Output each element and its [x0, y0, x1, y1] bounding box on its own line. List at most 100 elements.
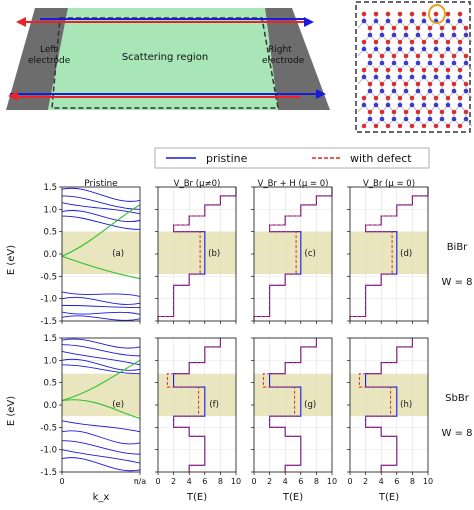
xlabel-T-d: T(E): [378, 492, 399, 503]
band-line: [61, 457, 141, 472]
col-title-vbr-mu-nonzero: V_Br (μ≠0): [174, 179, 221, 189]
xlabel-T-c: T(E): [282, 492, 303, 503]
lattice-atom: [445, 11, 451, 17]
transmission-defect: [349, 187, 429, 321]
lattice-atom: [445, 102, 451, 108]
lattice-atom: [403, 53, 409, 59]
legend-box: [154, 147, 430, 169]
lattice-atom: [373, 67, 379, 73]
lattice-atom: [379, 25, 385, 31]
lattice-atom: [433, 74, 439, 80]
panel-letter: (f): [209, 400, 219, 410]
lattice-atom: [373, 11, 379, 17]
lattice-atom: [451, 88, 457, 94]
x-tick-label: 2: [363, 477, 368, 486]
panel-g: (g) 0 2 4 6 8 10: [251, 337, 337, 486]
legend-pristine-label: pristine: [206, 152, 248, 165]
lattice-atom: [415, 88, 421, 94]
lattice-atom: [463, 25, 469, 31]
lattice-atom: [373, 95, 379, 101]
lattice-atom: [385, 39, 391, 45]
y-tick-label: 0.0: [43, 250, 57, 260]
panel-letter: (h): [400, 400, 412, 410]
row-label-sbbr: SbBr: [445, 393, 470, 404]
honeycomb-lattice: [357, 11, 473, 129]
lattice-atom: [451, 81, 457, 87]
lattice-atom: [439, 60, 445, 66]
x-tick-label: 2: [267, 477, 272, 486]
band-line: [61, 364, 141, 375]
lattice-inset: [355, 1, 473, 133]
x-tick-label: 2: [171, 477, 176, 486]
lattice-atom: [367, 60, 373, 66]
col-title-vbr-mu-zero: V_Br (μ = 0): [363, 179, 415, 189]
lattice-atom: [457, 39, 463, 45]
lattice-atom: [439, 88, 445, 94]
row-width-sbbr: W = 8: [442, 428, 473, 439]
lattice-atom: [367, 109, 373, 115]
lattice-atom: [439, 25, 445, 31]
lattice-atom: [403, 116, 409, 122]
lattice-atom: [457, 74, 463, 80]
panel-f: (f) 0 2 4 6 8 10: [155, 337, 241, 486]
row-label-bibr: BiBr: [447, 242, 468, 253]
y-tick-label: 1.5: [43, 334, 57, 344]
lattice-atom: [373, 39, 379, 45]
lattice-atom: [451, 116, 457, 122]
col-title-pristine: Pristine: [84, 179, 118, 189]
gap-shade: [62, 231, 140, 275]
lattice-atom: [373, 46, 379, 52]
band-line: [61, 187, 141, 202]
y-tick-label: 1.0: [43, 205, 57, 215]
y-tick-label: 0.5: [43, 228, 57, 238]
lattice-atom: [373, 123, 379, 129]
lattice-atom: [391, 25, 397, 31]
band-line: [61, 440, 141, 455]
lattice-atom: [385, 46, 391, 52]
lattice-atom: [361, 123, 367, 129]
lattice-atom: [445, 95, 451, 101]
band-line: [61, 215, 141, 230]
lattice-atom: [439, 53, 445, 59]
x-tick-label: 6: [394, 477, 399, 486]
lattice-atom: [409, 95, 415, 101]
band-line: [61, 358, 141, 371]
lattice-atom: [445, 39, 451, 45]
legend: pristine with defect: [154, 147, 430, 169]
panel-h: (h) 0 2 4 6 8 10: [347, 337, 433, 486]
lattice-atom: [439, 32, 445, 38]
x-tick-label: 4: [379, 477, 384, 486]
lattice-atom: [403, 60, 409, 66]
y-tick-label: -0.5: [40, 272, 57, 282]
transmission-defect: [157, 187, 237, 321]
lattice-atom: [379, 60, 385, 66]
lattice-atom: [385, 74, 391, 80]
lattice-atom: [409, 46, 415, 52]
lattice-atom: [421, 11, 427, 17]
lattice-atom: [445, 18, 451, 24]
lattice-atom: [379, 32, 385, 38]
panel-letter: (b): [208, 249, 220, 259]
lattice-atom: [451, 109, 457, 115]
legend-defect-label: with defect: [350, 152, 412, 165]
band-line: [61, 291, 141, 297]
lattice-atom: [367, 88, 373, 94]
lattice-atom: [409, 39, 415, 45]
transmission-defect: [262, 338, 317, 472]
lattice-atom: [361, 74, 367, 80]
lattice-atom: [445, 123, 451, 129]
band-line: [61, 430, 141, 445]
lattice-atom: [421, 123, 427, 129]
lattice-atom: [427, 25, 433, 31]
lattice-atom: [439, 109, 445, 115]
x-tick-label: 8: [218, 477, 223, 486]
lattice-atom: [433, 46, 439, 52]
lattice-atom: [421, 95, 427, 101]
y-tick-label: 0.0: [43, 401, 57, 411]
lattice-atom: [463, 60, 469, 66]
lattice-atom: [397, 123, 403, 129]
lattice-atom: [427, 53, 433, 59]
lower-arrowhead-left: [8, 91, 18, 101]
lattice-atom: [451, 60, 457, 66]
